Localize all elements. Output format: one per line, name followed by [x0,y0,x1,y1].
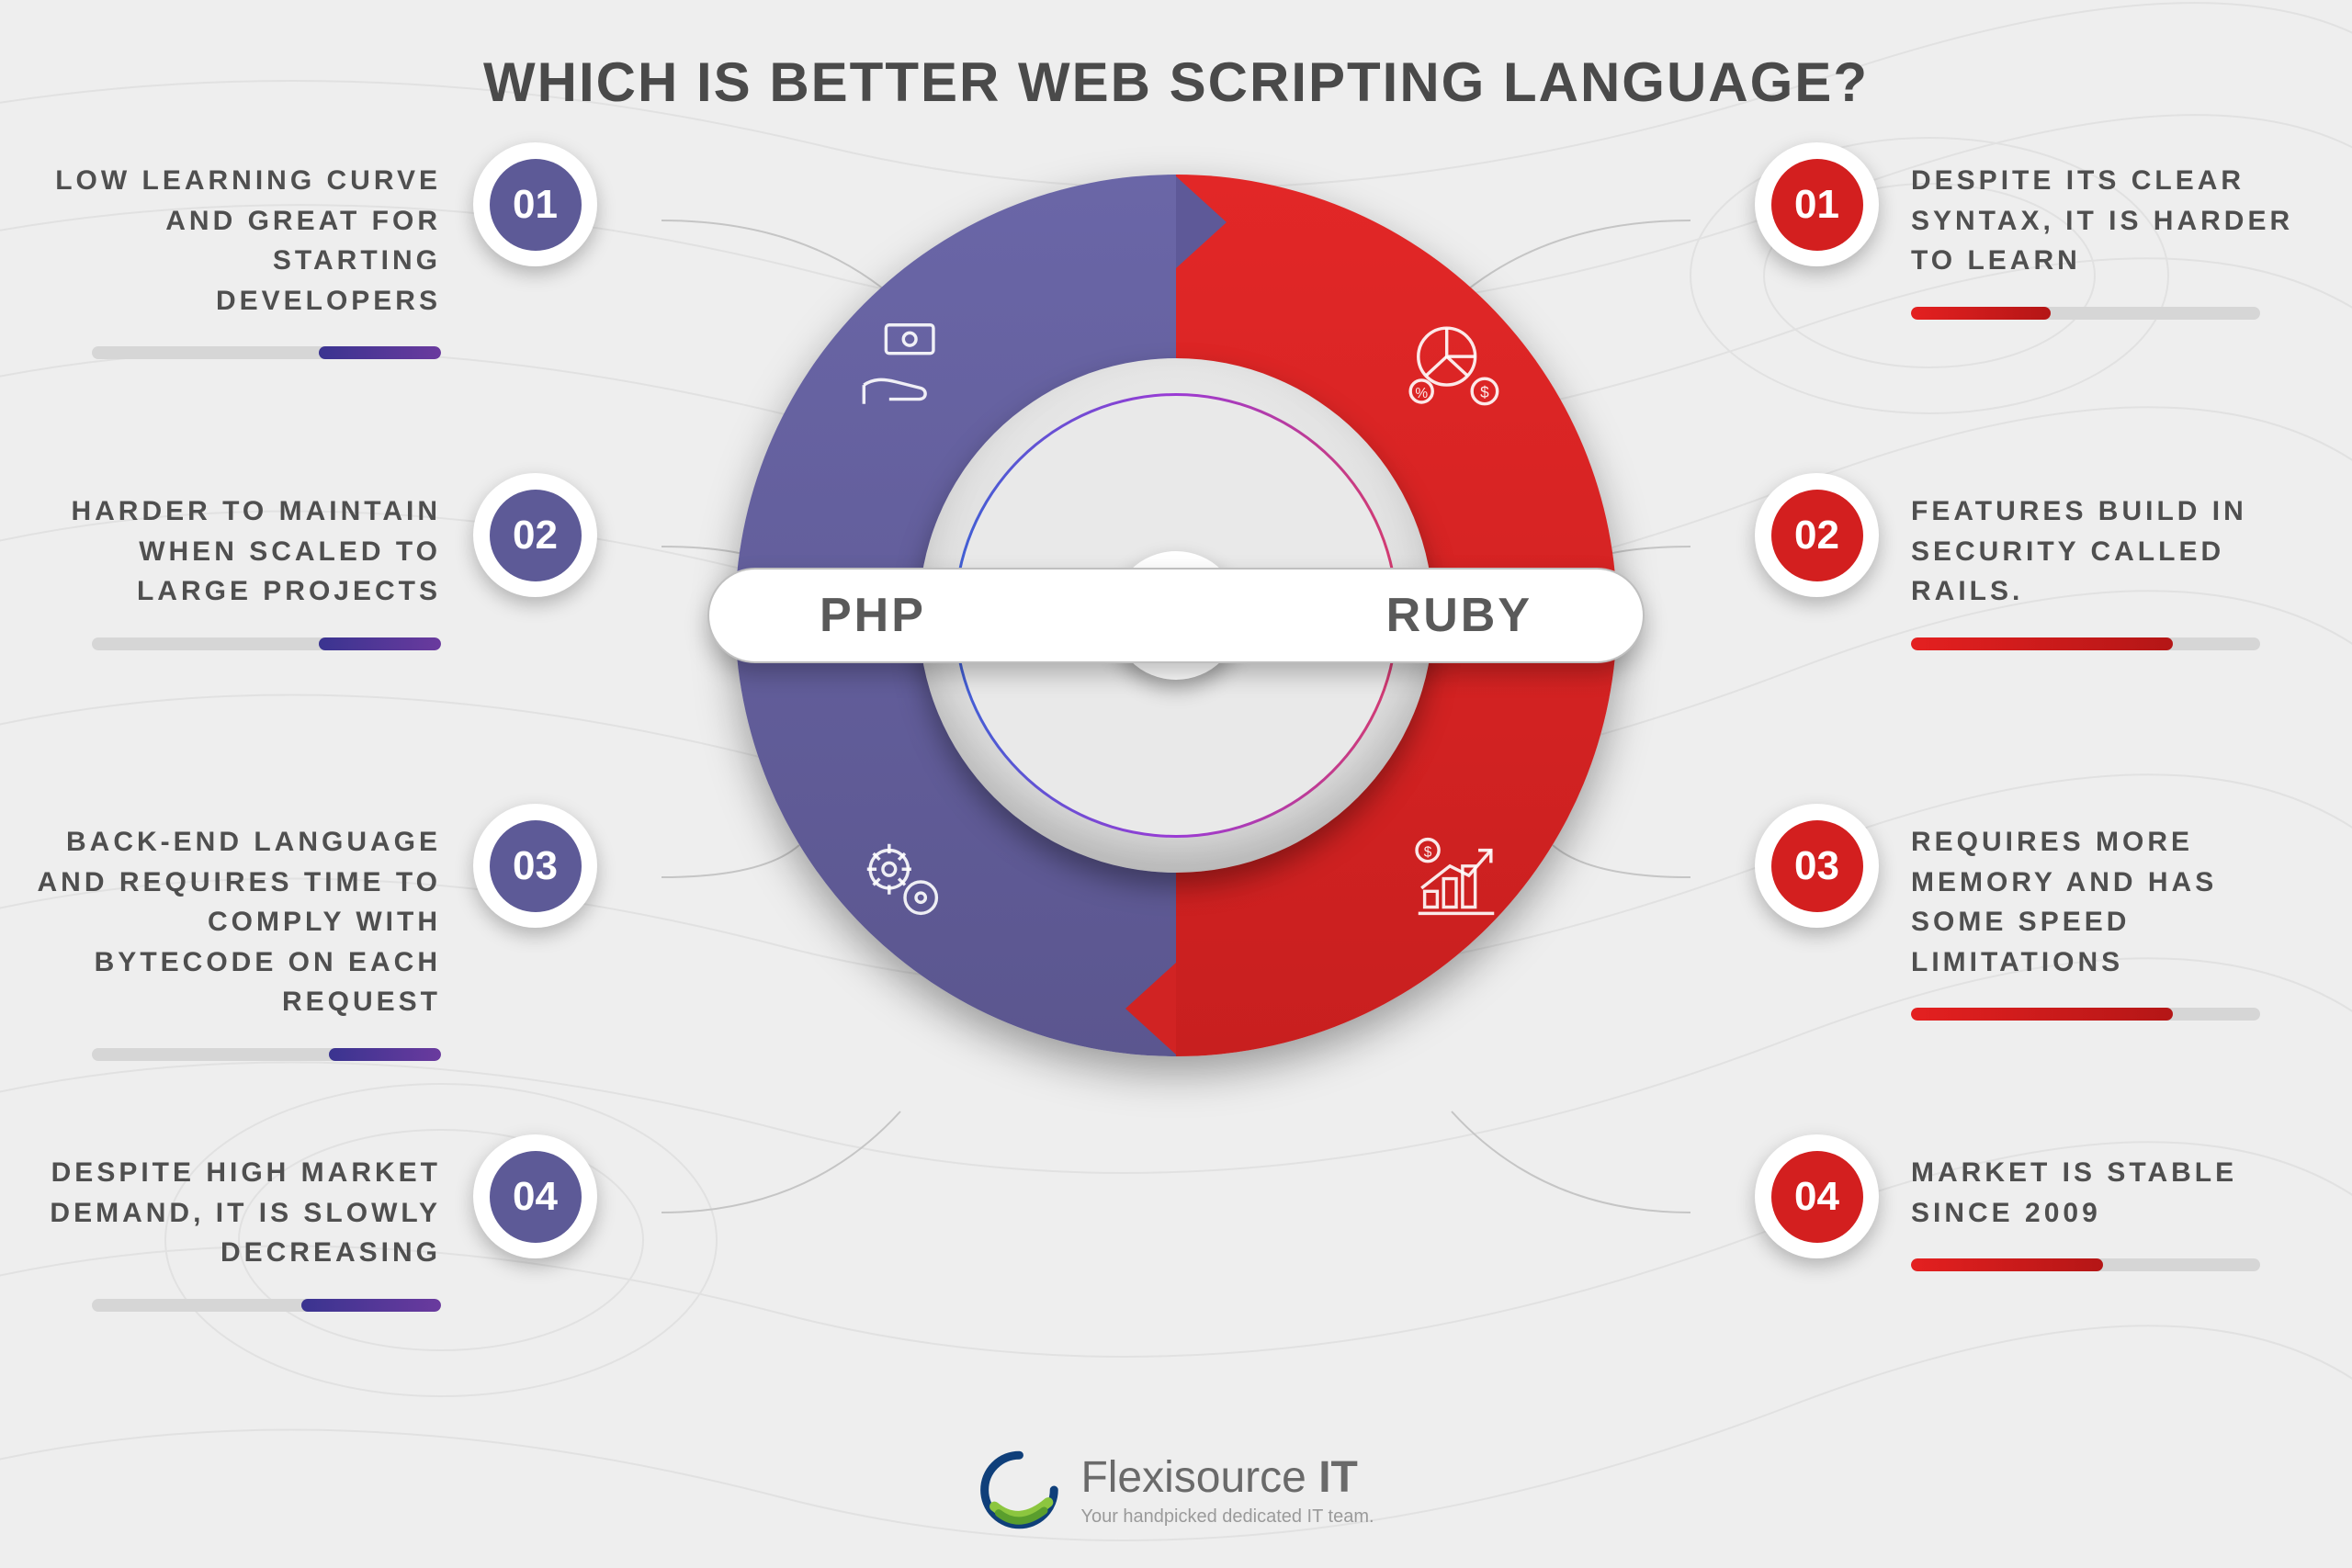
ruby-point-2: FEATURES BUILD IN SECURITY CALLED RAILS.… [1755,491,2315,749]
progress-fill [319,637,441,650]
php-label: PHP [820,588,926,643]
logo-name-light: Flexisource [1080,1453,1318,1502]
ring-arrow-bottom [1125,963,1176,1055]
hand-cash-icon [854,312,956,418]
logo-name-bold: IT [1318,1453,1358,1502]
disc-dots [1018,718,1152,735]
disc-dots [1018,496,1152,513]
number-value: 03 [490,820,582,912]
number-badge: 03 [473,804,597,928]
progress-fill [1911,307,2051,320]
progress-bar [1911,307,2260,320]
php-point-3: BACK-END LANGUAGE AND REQUIRES TIME TO C… [37,822,597,1079]
ruby-point-text: FEATURES BUILD IN SECURITY CALLED RAILS. [1911,491,2315,612]
logo-name: Flexisource IT [1080,1452,1374,1503]
number-badge: 04 [473,1134,597,1258]
number-value: 02 [1771,490,1863,581]
svg-text:$: $ [1480,383,1489,401]
php-column: LOW LEARNING CURVE AND GREAT FOR STARTIN… [37,161,597,1483]
progress-fill [1911,637,2173,650]
number-value: 02 [490,490,582,581]
number-value: 04 [490,1151,582,1243]
php-point-text: LOW LEARNING CURVE AND GREAT FOR STARTIN… [37,161,441,321]
php-point-2: HARDER TO MAINTAIN WHEN SCALED TO LARGE … [37,491,597,749]
number-badge: 02 [473,473,597,597]
ruby-point-4: MARKET IS STABLE SINCE 2009 04 [1755,1153,2315,1410]
number-value: 04 [1771,1151,1863,1243]
ring-arrow-top [1176,176,1227,268]
disc-dots [1200,496,1334,513]
ruby-column: DESPITE ITS CLEAR SYNTAX, IT IS HARDER T… [1755,161,2315,1483]
progress-bar [92,346,441,359]
php-point-4: DESPITE HIGH MARKET DEMAND, IT IS SLOWLY… [37,1153,597,1410]
number-value: 01 [490,159,582,251]
svg-text:$: $ [1424,845,1432,861]
php-point-1: LOW LEARNING CURVE AND GREAT FOR STARTIN… [37,161,597,418]
disc-dots [1200,718,1334,735]
ruby-point-3: REQUIRES MORE MEMORY AND HAS SOME SPEED … [1755,822,2315,1079]
number-value: 03 [1771,820,1863,912]
progress-bar [1911,1008,2260,1021]
progress-fill [1911,1258,2103,1271]
php-point-text: HARDER TO MAINTAIN WHEN SCALED TO LARGE … [37,491,441,612]
svg-text:%: % [1415,386,1428,401]
number-badge: 01 [1755,142,1879,266]
progress-bar [1911,637,2260,650]
progress-fill [301,1299,441,1312]
number-badge: 04 [1755,1134,1879,1258]
number-badge: 03 [1755,804,1879,928]
progress-fill [319,346,441,359]
progress-bar [92,1048,441,1061]
progress-fill [329,1048,441,1061]
ruby-point-text: DESPITE ITS CLEAR SYNTAX, IT IS HARDER T… [1911,161,2315,281]
php-point-text: BACK-END LANGUAGE AND REQUIRES TIME TO C… [37,822,441,1022]
number-badge: 01 [473,142,597,266]
ruby-point-1: DESPITE ITS CLEAR SYNTAX, IT IS HARDER T… [1755,161,2315,418]
progress-bar [92,1299,441,1312]
comparison-circle: $% $ PHP RUBY VS [735,175,1617,1056]
ruby-point-text: MARKET IS STABLE SINCE 2009 [1911,1153,2315,1233]
logo-tagline: Your handpicked dedicated IT team. [1080,1506,1374,1528]
language-pill: PHP RUBY [707,568,1645,663]
brand-logo: Flexisource IT Your handpicked dedicated… [978,1449,1374,1531]
progress-bar [1911,1258,2260,1271]
progress-fill [1911,1008,2173,1021]
php-point-text: DESPITE HIGH MARKET DEMAND, IT IS SLOWLY… [37,1153,441,1273]
growth-chart-icon: $ [1406,831,1507,937]
logo-swoosh-icon [978,1449,1060,1531]
ruby-label: RUBY [1386,588,1532,643]
progress-bar [92,637,441,650]
number-value: 01 [1771,159,1863,251]
gears-icon [854,831,956,937]
number-badge: 02 [1755,473,1879,597]
pie-chart-icon: $% [1406,312,1507,418]
ruby-point-text: REQUIRES MORE MEMORY AND HAS SOME SPEED … [1911,822,2315,982]
